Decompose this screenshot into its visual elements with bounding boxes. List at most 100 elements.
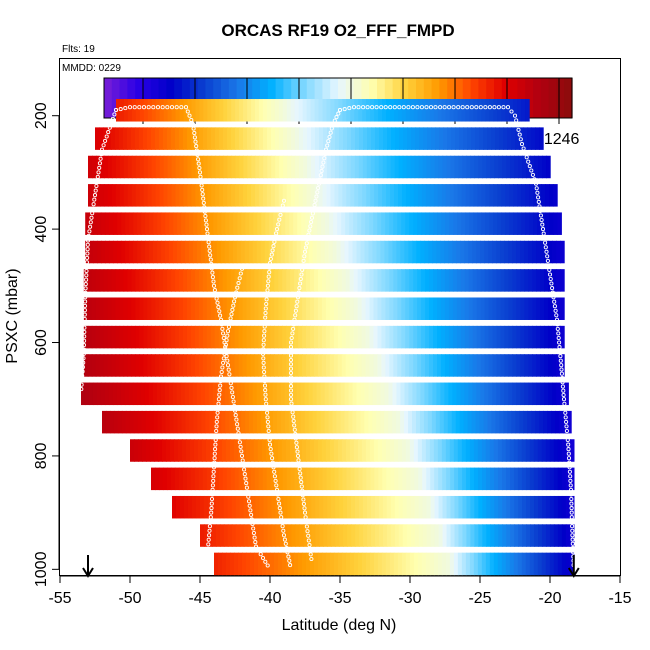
- flight-track-point: [244, 485, 249, 490]
- flight-track-point: [303, 515, 308, 520]
- heatmap-cell: [282, 354, 287, 377]
- heatmap-cell: [104, 382, 110, 406]
- heatmap-cell: [316, 410, 322, 434]
- heatmap-cell: [374, 495, 380, 519]
- heatmap-cell: [115, 297, 121, 320]
- heatmap-cell: [397, 354, 402, 377]
- flight-track-point: [169, 105, 175, 110]
- heatmap-cell: [281, 439, 287, 462]
- heatmap-cell: [161, 410, 167, 434]
- heatmap-cell: [333, 297, 339, 320]
- heatmap-cell: [508, 354, 514, 377]
- heatmap-cell: [246, 467, 252, 491]
- heatmap-cell: [131, 269, 137, 292]
- heatmap-cell: [223, 495, 229, 519]
- heatmap-cell: [516, 325, 522, 349]
- flight-track-point: [81, 356, 86, 361]
- heatmap-cell: [250, 467, 256, 491]
- heatmap-cell: [139, 325, 145, 349]
- heatmap-cell: [520, 325, 526, 349]
- heatmap-cell: [178, 467, 184, 491]
- heatmap-cell: [266, 184, 272, 207]
- heatmap-cell: [528, 382, 533, 406]
- heatmap-cell: [88, 382, 94, 406]
- heatmap-cell: [376, 240, 382, 264]
- heatmap-cell: [435, 127, 440, 150]
- flight-track-point: [249, 517, 254, 522]
- flight-track-point: [564, 428, 569, 434]
- heatmap-cell: [496, 325, 502, 349]
- heatmap-cell: [494, 495, 499, 519]
- heatmap-cell: [506, 495, 511, 519]
- heatmap-cell: [202, 297, 208, 320]
- heatmap-cell: [225, 552, 231, 576]
- colorbar-swatch: [182, 78, 191, 118]
- heatmap-cell: [481, 552, 487, 576]
- heatmap-cell: [253, 439, 259, 462]
- heatmap-cell: [117, 240, 122, 264]
- heatmap-cell: [490, 155, 495, 179]
- heatmap-cell: [117, 212, 122, 235]
- heatmap-cell: [347, 524, 352, 547]
- flight-track-point: [204, 227, 210, 232]
- heatmap-cell: [210, 297, 216, 320]
- heatmap-cell: [556, 269, 561, 292]
- flight-track-point: [543, 245, 548, 250]
- heatmap-cell: [346, 155, 352, 179]
- flight-track-point: [226, 324, 231, 329]
- flight-track-point: [251, 530, 256, 536]
- heatmap-cell: [468, 325, 474, 349]
- heatmap-cell: [412, 410, 417, 434]
- heatmap-cell: [282, 269, 287, 292]
- heatmap-cell: [377, 297, 383, 320]
- heatmap-cell: [226, 467, 232, 491]
- heatmap-cell: [417, 99, 423, 122]
- heatmap-cell: [520, 297, 526, 320]
- heatmap-cell: [553, 212, 558, 235]
- heatmap-cell: [539, 410, 544, 434]
- heatmap-cell: [200, 240, 206, 264]
- heatmap-cell: [167, 354, 172, 377]
- flight-track-point: [288, 340, 294, 345]
- heatmap-cell: [313, 297, 319, 320]
- heatmap-cell: [386, 99, 391, 122]
- heatmap-cell: [282, 297, 287, 320]
- heatmap-cell: [413, 269, 418, 292]
- flight-track-point: [302, 510, 308, 515]
- heatmap-cell: [464, 354, 470, 377]
- heatmap-cell: [373, 212, 378, 235]
- flight-track-point: [288, 375, 294, 380]
- heatmap-cell: [107, 184, 113, 207]
- heatmap-cell: [452, 240, 457, 264]
- heatmap-cell: [223, 155, 229, 179]
- heatmap-cell: [263, 495, 269, 519]
- heatmap-cell: [113, 240, 118, 264]
- heatmap-cell: [238, 297, 244, 320]
- heatmap-cell: [135, 184, 141, 207]
- heatmap-cell: [105, 410, 111, 434]
- heatmap-cell: [540, 382, 545, 406]
- heatmap-cell: [448, 325, 454, 349]
- flight-track-point: [337, 107, 343, 113]
- heatmap-cell: [429, 212, 434, 235]
- flight-track-point: [451, 105, 456, 110]
- heatmap-cell: [370, 467, 376, 491]
- heatmap-cell: [254, 297, 260, 320]
- heatmap-cell: [509, 552, 515, 576]
- heatmap-cell: [494, 155, 499, 179]
- heatmap-cell: [127, 297, 133, 320]
- heatmap-cell: [389, 269, 395, 292]
- heatmap-cell: [481, 439, 487, 462]
- heatmap-cell: [500, 240, 505, 264]
- heatmap-cell: [353, 354, 359, 377]
- heatmap-cell: [218, 354, 224, 377]
- heatmap-cell: [409, 297, 414, 320]
- heatmap-cell: [129, 240, 134, 264]
- heatmap-cell: [443, 127, 448, 150]
- flight-tracks: [79, 105, 576, 568]
- heatmap-cell: [192, 240, 198, 264]
- heatmap-cell: [452, 382, 458, 406]
- heatmap-cell: [498, 495, 503, 519]
- heatmap-cell: [163, 99, 169, 122]
- flight-track-point: [302, 506, 307, 511]
